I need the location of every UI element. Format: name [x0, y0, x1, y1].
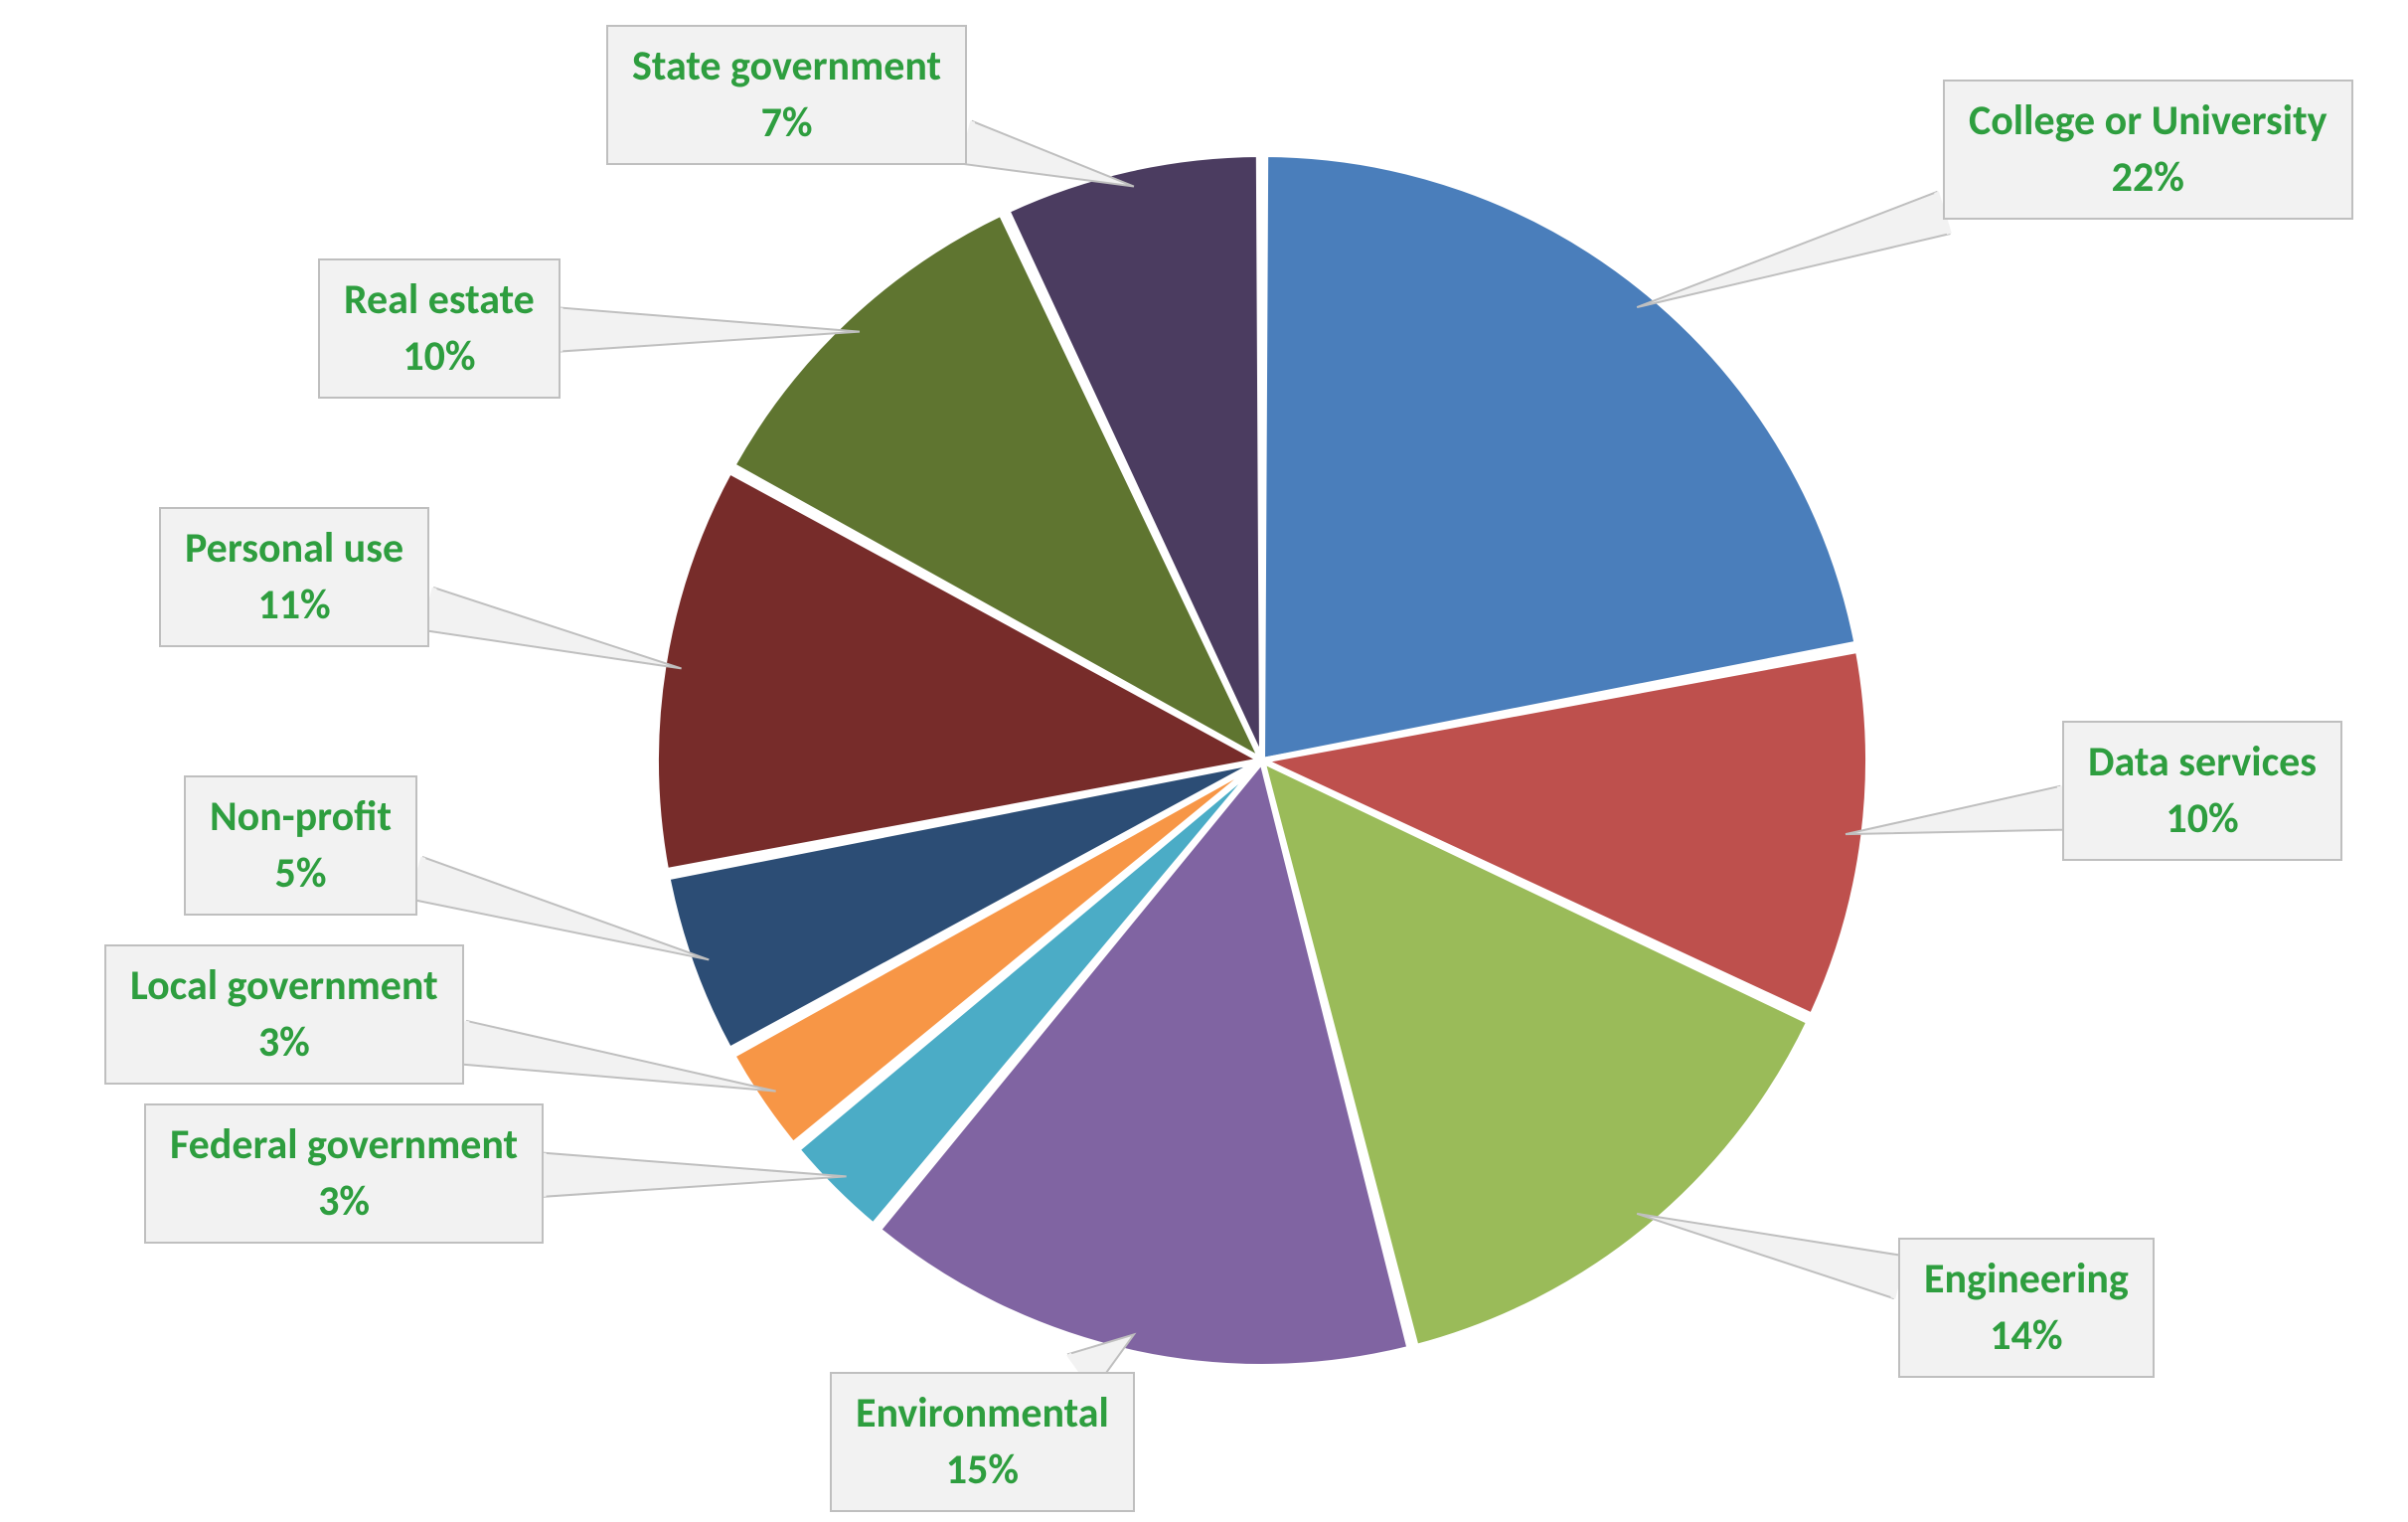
pie-label-value: 15% [856, 1442, 1109, 1499]
pie-label-value: 11% [185, 578, 403, 634]
pie-label-title: Personal use [185, 521, 403, 578]
pie-label: Non-profit5% [184, 775, 417, 916]
pie-label: Local government3% [104, 944, 464, 1085]
pie-label-value: 3% [130, 1015, 438, 1072]
pie-label-value: 14% [1924, 1308, 2129, 1365]
pie-label: Real estate10% [318, 258, 561, 399]
pie-label-title: College or University [1969, 93, 2328, 150]
pie-label-value: 10% [344, 329, 535, 386]
pie-label: Personal use11% [159, 507, 429, 647]
pie-label-title: Data services [2088, 735, 2317, 791]
pie-label-value: 5% [210, 846, 392, 903]
pie-label: Federal government3% [144, 1103, 544, 1244]
pie-label: College or University22% [1943, 80, 2353, 220]
pie-label-value: 22% [1969, 150, 2328, 207]
pie-label-title: State government [632, 39, 941, 95]
pie-label: Data services10% [2062, 721, 2342, 861]
pie-label-title: Federal government [170, 1117, 518, 1174]
pie-label: Environmental15% [830, 1372, 1135, 1512]
pie-label-title: Engineering [1924, 1252, 2129, 1308]
pie-label: Engineering14% [1898, 1238, 2155, 1378]
pie-label-title: Environmental [856, 1386, 1109, 1442]
pie-label: State government7% [606, 25, 967, 165]
pie-label-title: Local government [130, 958, 438, 1015]
pie-label-title: Non-profit [210, 789, 392, 846]
pie-chart-container: College or University22%Data services10%… [0, 0, 2408, 1522]
pie-label-title: Real estate [344, 272, 535, 329]
pie-label-value: 10% [2088, 791, 2317, 848]
pie-label-value: 3% [170, 1174, 518, 1231]
pie-label-value: 7% [632, 95, 941, 152]
